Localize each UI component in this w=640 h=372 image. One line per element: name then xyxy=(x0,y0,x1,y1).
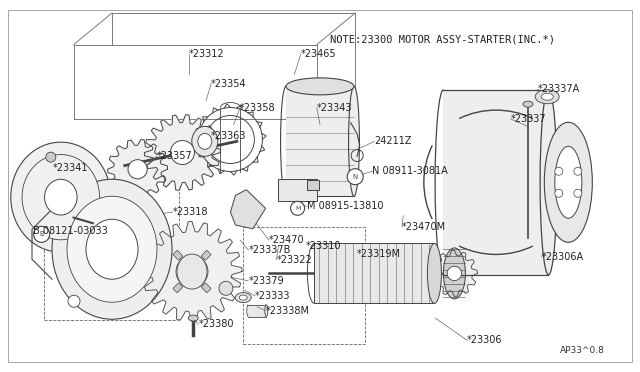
Bar xyxy=(201,283,211,293)
Text: *23470: *23470 xyxy=(269,235,305,245)
Circle shape xyxy=(170,141,195,164)
Ellipse shape xyxy=(555,146,582,218)
Ellipse shape xyxy=(428,243,442,304)
Text: *23358: *23358 xyxy=(240,103,276,113)
Ellipse shape xyxy=(286,78,354,95)
Bar xyxy=(243,227,365,344)
Text: *23322: *23322 xyxy=(276,255,312,264)
Ellipse shape xyxy=(265,305,268,317)
Text: AP33^0.8: AP33^0.8 xyxy=(560,346,605,355)
Ellipse shape xyxy=(192,126,218,156)
Circle shape xyxy=(447,266,461,280)
Bar xyxy=(201,250,211,260)
Text: *23341: *23341 xyxy=(52,163,88,173)
Ellipse shape xyxy=(236,293,252,302)
Ellipse shape xyxy=(45,179,77,215)
Ellipse shape xyxy=(22,154,100,240)
Ellipse shape xyxy=(444,248,465,299)
Polygon shape xyxy=(108,140,168,199)
Circle shape xyxy=(574,189,582,197)
Bar xyxy=(286,86,354,196)
Bar xyxy=(44,179,179,320)
Text: *23306A: *23306A xyxy=(541,252,584,262)
Ellipse shape xyxy=(541,93,553,100)
Circle shape xyxy=(34,226,50,243)
Ellipse shape xyxy=(177,254,207,289)
Text: *23338M: *23338M xyxy=(266,306,310,315)
Polygon shape xyxy=(230,190,266,229)
Text: M 08915-13810: M 08915-13810 xyxy=(307,202,384,211)
Text: *23337: *23337 xyxy=(511,114,547,124)
Text: *23337A: *23337A xyxy=(538,84,580,94)
Text: *23306: *23306 xyxy=(467,336,502,345)
Bar xyxy=(307,180,319,190)
Text: *23343: *23343 xyxy=(317,103,352,113)
Circle shape xyxy=(574,167,582,175)
Text: *23337B: *23337B xyxy=(248,245,291,255)
Text: *23318: *23318 xyxy=(173,207,208,217)
Text: B 08121-03033: B 08121-03033 xyxy=(33,227,108,236)
Bar xyxy=(278,179,317,201)
Text: *23319M: *23319M xyxy=(357,249,401,259)
Polygon shape xyxy=(142,222,242,321)
Ellipse shape xyxy=(540,90,557,275)
Circle shape xyxy=(128,160,147,179)
Text: NOTE:23300 MOTOR ASSY-STARTER(INC.*): NOTE:23300 MOTOR ASSY-STARTER(INC.*) xyxy=(330,34,555,44)
Bar xyxy=(314,243,435,304)
Circle shape xyxy=(555,167,563,175)
Ellipse shape xyxy=(523,101,533,107)
Bar xyxy=(173,283,183,293)
Polygon shape xyxy=(145,115,220,190)
Text: N 08911-3081A: N 08911-3081A xyxy=(372,166,448,176)
Text: *23312: *23312 xyxy=(189,49,225,59)
Polygon shape xyxy=(431,250,477,296)
Text: N: N xyxy=(353,174,358,180)
Ellipse shape xyxy=(239,295,247,300)
Text: *23363: *23363 xyxy=(211,131,246,141)
Text: *23379: *23379 xyxy=(248,276,284,286)
Text: *23380: *23380 xyxy=(198,320,234,329)
Text: 24211Z: 24211Z xyxy=(374,137,412,146)
Ellipse shape xyxy=(86,219,138,279)
Circle shape xyxy=(555,189,563,197)
Text: *23354: *23354 xyxy=(211,79,247,89)
Circle shape xyxy=(46,152,56,162)
Ellipse shape xyxy=(198,133,212,150)
Ellipse shape xyxy=(188,315,198,321)
Text: *23357: *23357 xyxy=(157,151,193,161)
Circle shape xyxy=(68,295,80,307)
Circle shape xyxy=(219,281,233,295)
Bar xyxy=(173,250,183,260)
Ellipse shape xyxy=(544,122,593,242)
Circle shape xyxy=(347,169,364,185)
Text: M: M xyxy=(295,206,300,211)
Ellipse shape xyxy=(535,90,559,104)
Text: *23470M: *23470M xyxy=(402,222,446,232)
Circle shape xyxy=(291,201,305,215)
Ellipse shape xyxy=(67,196,157,302)
Text: B: B xyxy=(39,231,44,237)
Text: *23333: *23333 xyxy=(255,291,290,301)
Circle shape xyxy=(176,256,208,288)
Bar xyxy=(444,90,548,275)
Ellipse shape xyxy=(11,142,111,252)
Text: *23465: *23465 xyxy=(301,49,337,59)
Ellipse shape xyxy=(349,86,360,196)
Bar xyxy=(248,305,266,317)
Ellipse shape xyxy=(52,179,172,319)
Text: *23310: *23310 xyxy=(305,241,340,250)
